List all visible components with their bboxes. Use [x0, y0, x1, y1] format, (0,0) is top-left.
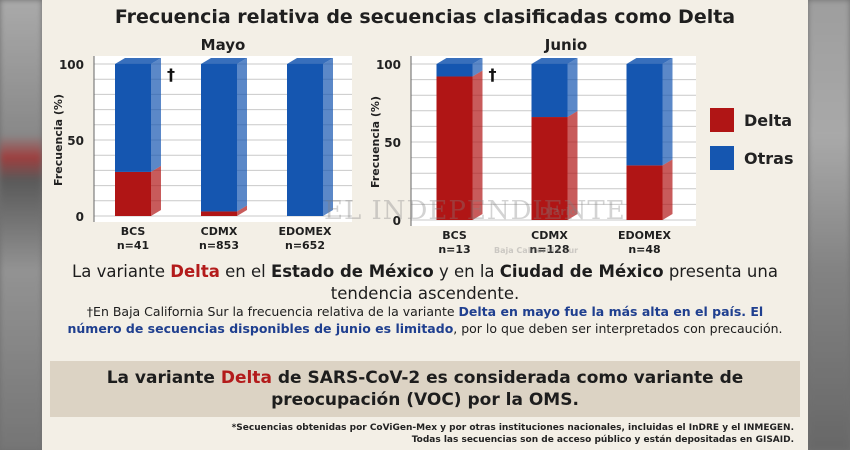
category-count-label: n=13 — [438, 243, 470, 256]
trend-text-e: y en la — [433, 262, 500, 281]
category-label: BCS — [121, 225, 146, 238]
trend-text-cdmx: Ciudad de México — [499, 262, 664, 281]
bar-top-bcs — [115, 58, 161, 64]
voc-box: La variante Delta de SARS-CoV-2 es consi… — [50, 361, 800, 417]
bar-side-otras-cdmx — [237, 58, 247, 212]
note-text-a: †En Baja California Sur la frecuencia re… — [86, 304, 459, 319]
category-label: CDMX — [201, 225, 238, 238]
bar-side-delta-cdmx — [567, 111, 578, 220]
voc-text-c: de SARS-CoV-2 es considerada como varian… — [271, 368, 744, 410]
y-tick-label: 0 — [76, 210, 84, 224]
bar-otras-edomex — [626, 64, 663, 166]
trend-text-c: en el — [219, 262, 271, 281]
watermark-logo: EL INDEPENDIENTE — [324, 196, 626, 226]
bar-top-edomex — [287, 58, 333, 64]
category-label: EDOMEX — [279, 225, 332, 238]
voc-text-delta: Delta — [220, 368, 272, 388]
category-count-label: n=128 — [529, 243, 569, 256]
dagger-annotation: † — [489, 65, 497, 84]
category-count-label: n=48 — [628, 243, 660, 256]
bar-delta-bcs — [436, 76, 473, 220]
background-left — [0, 0, 42, 450]
chart-title-0: Mayo — [201, 36, 246, 54]
bar-side-otras-bcs — [151, 58, 161, 172]
legend-label-otras: Otras — [744, 148, 794, 168]
bar-side-otras-cdmx — [567, 58, 578, 118]
bar-top-cdmx — [531, 58, 578, 64]
category-label: CDMX — [531, 229, 568, 242]
trend-text-g: presenta una tendencia ascendente. — [330, 262, 778, 303]
note-text-d: , por lo que deben ser interpretados con… — [453, 321, 783, 336]
legend-item-otras: Otras — [710, 146, 793, 170]
legend-item-delta: Delta — [710, 108, 793, 132]
watermark-sub2: Baja California Sur — [494, 246, 579, 255]
bar-otras-bcs — [115, 64, 151, 172]
y-tick-label: 100 — [59, 58, 84, 72]
category-count-label: n=853 — [199, 239, 239, 252]
background-right — [808, 0, 850, 450]
bar-delta-cdmx — [531, 117, 568, 220]
infographic-card: Frecuencia relativa de secuencias clasif… — [42, 0, 808, 450]
y-axis-label-0: Frecuencia (%) — [52, 94, 65, 186]
category-count-label: n=652 — [285, 239, 325, 252]
bar-top-cdmx — [201, 58, 247, 64]
bar-top-bcs — [436, 58, 483, 64]
bar-otras-edomex — [287, 64, 323, 216]
y-tick-label: 100 — [376, 58, 401, 72]
chart-legend: Delta Otras — [710, 108, 793, 184]
bar-side-otras-edomex — [323, 58, 333, 216]
y-tick-label: 0 — [393, 214, 401, 228]
legend-swatch-delta — [710, 108, 734, 132]
trend-text-delta: Delta — [170, 262, 220, 281]
legend-label-delta: Delta — [744, 110, 793, 130]
voc-statement: La variante Delta de SARS-CoV-2 es consi… — [50, 367, 800, 411]
bar-otras-cdmx — [531, 64, 568, 118]
bar-side-delta-cdmx — [237, 205, 247, 216]
trend-text-edomex: Estado de México — [270, 262, 434, 281]
watermark-sub: Diario — [540, 205, 578, 218]
bar-top-edomex — [626, 58, 673, 64]
bar-side-delta-edomex — [662, 159, 673, 220]
bar-otras-cdmx — [201, 64, 237, 212]
y-tick-label: 50 — [384, 136, 401, 150]
category-label: BCS — [442, 229, 467, 242]
infographic-title: Frecuencia relativa de secuencias clasif… — [114, 6, 736, 28]
bar-side-delta-bcs — [151, 165, 161, 216]
bar-delta-edomex — [626, 165, 663, 220]
y-tick-label: 50 — [67, 134, 84, 148]
trend-statement: La variante Delta en el Estado de México… — [52, 261, 798, 305]
footnote: *Secuencias obtenidas por CoViGen-Mex y … — [232, 422, 794, 446]
dagger-annotation: † — [167, 65, 175, 84]
trend-text-a: La variante — [72, 262, 171, 281]
bar-delta-bcs — [115, 171, 151, 216]
legend-swatch-otras — [710, 146, 734, 170]
bar-side-otras-edomex — [662, 58, 673, 166]
footnote-line1: *Secuencias obtenidas por CoViGen-Mex y … — [231, 423, 794, 433]
bar-otras-bcs — [436, 64, 473, 77]
bar-delta-cdmx — [201, 211, 237, 216]
bcs-note: †En Baja California Sur la frecuencia re… — [62, 303, 788, 337]
footnote-line2: Todas las secuencias son de acceso públi… — [411, 435, 794, 445]
category-label: EDOMEX — [618, 229, 671, 242]
bar-side-otras-bcs — [472, 58, 483, 77]
voc-text-a: La variante — [106, 368, 221, 388]
bar-side-delta-bcs — [472, 70, 483, 220]
note-text-delta: Delta — [458, 304, 497, 319]
category-count-label: n=41 — [117, 239, 149, 252]
y-axis-label-1: Frecuencia (%) — [369, 96, 382, 188]
note-text-c: en mayo fue la más alta en el país. El n… — [67, 304, 764, 336]
chart-title-1: Junio — [544, 36, 587, 54]
